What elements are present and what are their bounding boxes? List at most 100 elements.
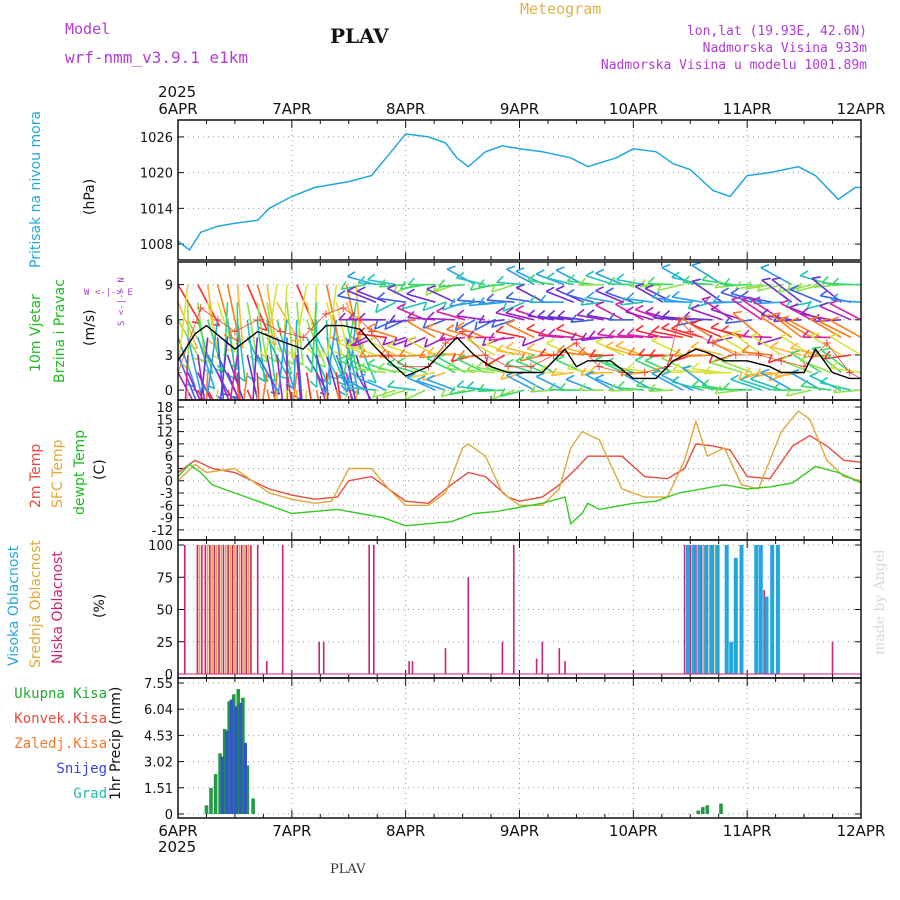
wind-barb-flag — [673, 348, 681, 357]
precip-total-bar — [696, 810, 700, 814]
wind-barb — [616, 278, 644, 286]
wind-ytick-label: 3 — [165, 349, 173, 364]
wind-barb-flag — [653, 364, 661, 373]
date-label-top: 10APR — [609, 100, 658, 118]
wind-barb — [216, 372, 230, 400]
wind-barb-flag — [585, 370, 595, 376]
precip-snow-bar — [243, 742, 247, 814]
wind-barb-flag — [691, 262, 701, 266]
wind-barb-flag — [426, 322, 435, 329]
temperature-ytick-label: -3 — [160, 487, 173, 502]
wind-barb — [478, 319, 505, 324]
wind-barb-flag — [466, 381, 475, 389]
wind-barb — [200, 337, 209, 400]
wind-barb-flag — [424, 338, 429, 348]
wind-barb-flag — [651, 291, 660, 299]
wind-barb — [653, 317, 683, 321]
wind-barb — [608, 283, 634, 286]
wind-barb-flag — [570, 314, 577, 323]
wind-barb — [325, 337, 347, 386]
wind-barb-flag — [357, 362, 366, 370]
wind-barb-flag — [422, 371, 428, 381]
wind-barb — [357, 333, 387, 339]
wind-barb-flag — [586, 291, 595, 299]
wind-barb-flag — [406, 288, 415, 295]
cloud-low-bar — [444, 648, 447, 674]
wind-barb — [505, 363, 535, 374]
wind-barb — [486, 299, 515, 303]
wind-barb-flag — [723, 277, 731, 286]
cloud-unit: (%) — [92, 593, 108, 618]
precip-snow-bar — [225, 730, 229, 814]
wind-barb-flag — [304, 365, 313, 374]
model-elevation-label: Nadmorska Visina u modelu 1001.89m — [600, 58, 867, 73]
wind-barb-flag — [626, 328, 635, 336]
wind-barb-flag — [426, 284, 436, 290]
wind-barb-flag — [661, 322, 670, 329]
cloud-low-bar — [213, 545, 216, 674]
wind-barb-flag — [651, 369, 661, 375]
wind-barb-flag — [799, 355, 809, 362]
temp-sfc-line — [177, 410, 862, 506]
precip-total-bar — [222, 729, 227, 814]
wind-barb-flag — [647, 276, 655, 285]
wind-barb-flag — [481, 337, 487, 346]
cloud-low-bar — [222, 545, 225, 674]
wind-barb — [609, 389, 634, 392]
wind-barb-flag — [474, 321, 478, 331]
temp-sfc-label: SFC Temp — [50, 439, 66, 508]
cloud-low-bar — [368, 545, 370, 674]
wind-barb-flag — [404, 391, 409, 400]
wind-barb — [264, 284, 278, 359]
wind-barb — [605, 291, 634, 303]
wind-barb — [256, 319, 266, 382]
wind-barb-flag — [337, 289, 346, 297]
wind-barb — [551, 371, 575, 377]
wind-barb-flag — [475, 361, 484, 368]
wind-barb-flag — [830, 361, 839, 369]
wind-barb — [256, 372, 260, 400]
wind-barb — [780, 318, 812, 339]
wind-barb — [219, 337, 229, 400]
wind-direction-legend: W <-|-> E — [84, 288, 133, 298]
wind-barb-flag — [617, 328, 625, 336]
date-label-top: 7APR — [272, 100, 311, 118]
date-label-bottom: 7APR — [272, 822, 311, 840]
wind-barb-flag — [426, 374, 435, 381]
wind-barb-flag — [761, 314, 771, 318]
wind-barb-flag — [741, 345, 750, 353]
wind-barb — [367, 339, 397, 356]
wind-barb-flag — [770, 341, 779, 348]
wind-barb-flag — [347, 354, 357, 360]
wind-barb — [178, 284, 189, 357]
wind-barb — [657, 283, 683, 292]
wind-ytick-label: 6 — [165, 314, 173, 329]
wind-barb — [557, 315, 584, 321]
wind-barb-flag — [615, 300, 625, 306]
wind-barb-flag — [789, 302, 799, 309]
wind-barb-flag — [535, 372, 545, 378]
date-label-top: 9APR — [500, 100, 539, 118]
wind-unit: (m/s) — [82, 309, 98, 346]
cloud-low-bar — [209, 545, 211, 674]
wind-barb-flag — [627, 347, 636, 356]
wind-barb-flag — [803, 349, 810, 358]
wind-barb — [187, 372, 201, 400]
wind-barb — [407, 320, 436, 339]
wind-barb — [335, 389, 341, 400]
wind-barb-flag — [456, 293, 465, 301]
wind-barb — [426, 357, 456, 374]
wind-barb-flag — [796, 282, 802, 292]
wind-barb-flag — [754, 368, 761, 377]
wind-barb-flag — [427, 311, 435, 320]
wind-barb-flag — [672, 363, 681, 371]
wind-barb-flag — [661, 263, 671, 269]
wind-direction-legend-vertical: S <-|-> N — [117, 277, 127, 326]
wind-barb-flag — [811, 276, 821, 280]
wind-barb — [800, 385, 832, 391]
wind-barb — [286, 372, 293, 400]
wind-barb-flag — [595, 301, 605, 306]
wind-barb — [296, 354, 302, 400]
precip-total-bar — [232, 694, 236, 814]
